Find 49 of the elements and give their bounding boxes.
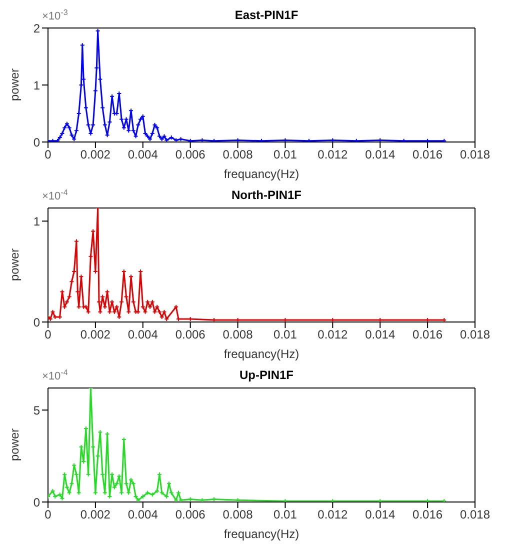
y-axis-title: power [7,428,22,461]
y-axis-title: power [7,248,22,281]
x-tick-label: 0.018 [460,148,490,162]
y-tick-label: 0 [33,315,40,330]
x-tick-label: 0.01 [274,148,298,162]
x-tick-label: 0.012 [318,328,348,342]
x-tick-label: 0.014 [365,148,396,162]
chart-title: Up-PIN1F [240,368,294,382]
y-tick-label: 0 [33,495,40,510]
x-tick-label: 0.002 [80,508,111,522]
x-tick-label: 0.014 [365,508,396,522]
x-tick-label: 0 [44,508,52,522]
x-axis-title: frequancy(Hz) [224,527,300,541]
x-tick-label: 0.016 [412,328,443,342]
chart-title: East-PIN1F [234,8,298,22]
x-tick-label: 0.008 [222,508,254,522]
y-tick-label: 1 [33,214,40,228]
x-tick-label: 0.01 [274,328,298,342]
text: ×10$^{-4}$ [42,188,68,203]
x-tick-label: 0.018 [460,508,490,522]
x-tick-label: 0.01 [274,508,298,522]
x-tick-label: 0.016 [412,508,443,522]
x-axis-title: frequancy(Hz) [224,167,300,181]
x-axis-title: frequancy(Hz) [224,347,300,361]
x-tick-label: 0.018 [460,328,490,342]
x-tick-label: 0.004 [128,328,158,342]
x-tick-label: 0.008 [222,328,254,342]
text: ×10$^{-3}$ [42,8,68,23]
x-tick-label: 0 [44,328,52,342]
x-tick-label: 0.012 [318,148,348,162]
text: ×10$^{-4}$ [42,368,68,383]
x-tick-label: 0.012 [318,508,348,522]
x-tick-label: 0.006 [175,328,206,342]
chart-title: North-PIN1F [232,188,302,202]
y-tick-label: 0 [33,135,40,150]
x-tick-label: 0 [44,148,52,162]
x-tick-label: 0.008 [222,148,254,162]
x-tick-label: 0.014 [365,328,396,342]
x-tick-label: 0.004 [128,148,158,162]
x-tick-label: 0.006 [175,508,206,522]
x-tick-label: 0.004 [128,508,158,522]
y-tick-label: 2 [33,21,40,36]
x-tick-label: 0.002 [80,328,111,342]
y-tick-label: 1 [33,78,40,92]
x-tick-label: 0.002 [80,148,111,162]
y-tick-label: 5 [33,403,40,418]
x-tick-label: 0.006 [175,148,206,162]
y-axis-title: power [7,68,22,101]
x-tick-label: 0.016 [412,148,443,162]
